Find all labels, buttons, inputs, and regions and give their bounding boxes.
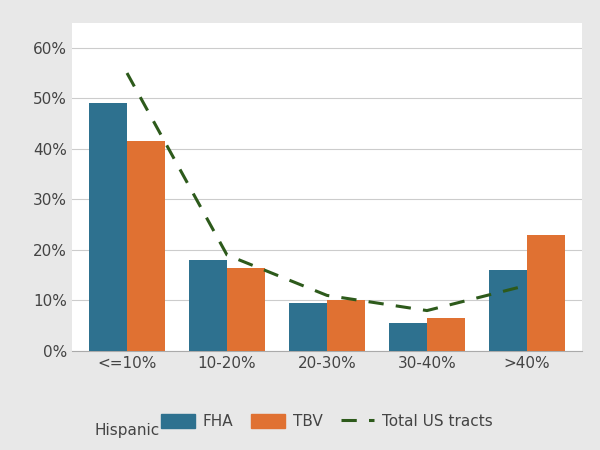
Bar: [527, 235, 565, 351]
Bar: [289, 303, 327, 351]
Bar: [227, 268, 265, 351]
Legend: FHA, TBV, Total US tracts: FHA, TBV, Total US tracts: [155, 408, 499, 435]
Bar: [127, 141, 165, 351]
Bar: [427, 318, 465, 351]
Bar: [489, 270, 527, 351]
Bar: [89, 104, 127, 351]
Bar: [389, 323, 427, 351]
Bar: [327, 301, 365, 351]
Text: Hispanic: Hispanic: [94, 423, 160, 438]
Bar: [189, 260, 227, 351]
